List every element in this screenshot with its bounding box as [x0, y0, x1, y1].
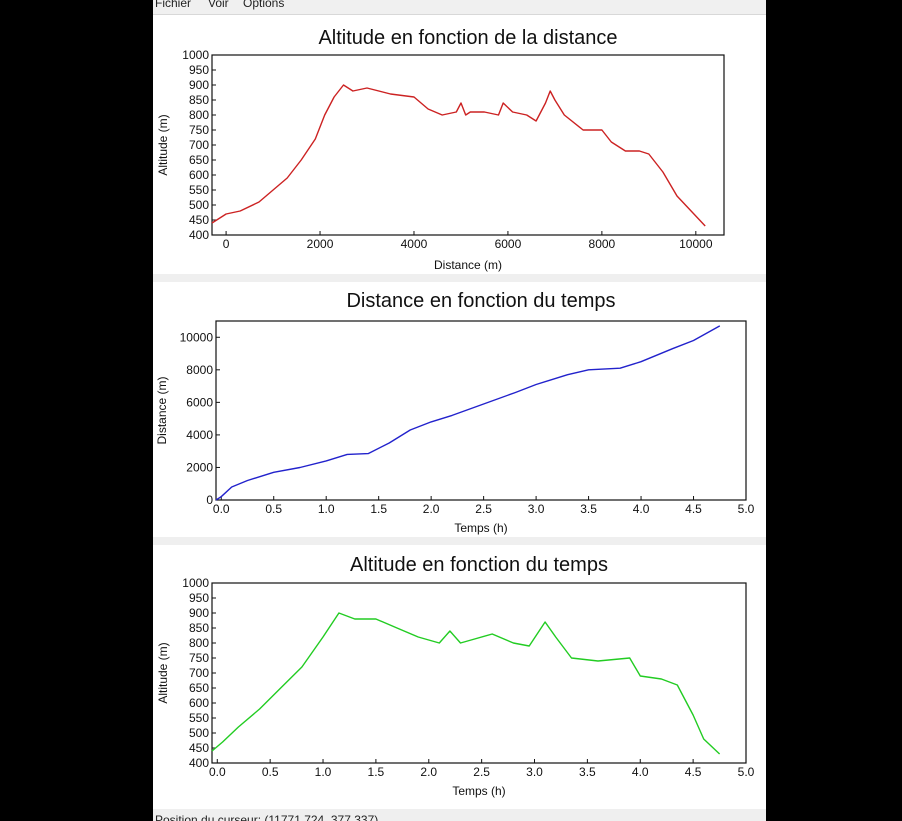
x-tick-label: 3.5 — [579, 765, 596, 779]
x-tick-label: 4.5 — [685, 765, 702, 779]
x-tick-label: 5.0 — [738, 502, 755, 516]
x-tick-label: 4.0 — [633, 502, 650, 516]
x-tick-label: 3.0 — [526, 765, 543, 779]
chart-title: Altitude en fonction du temps — [350, 554, 608, 576]
x-tick-label: 3.5 — [580, 502, 597, 516]
y-tick-label: 900 — [189, 78, 209, 92]
plot-area — [215, 320, 747, 501]
chart-altitude-time: Altitude en fonction du temps 0.0 0.5 1.0 1.… — [156, 554, 755, 798]
y-tick-label: 900 — [189, 606, 209, 620]
y-tick-label: 1000 — [182, 48, 209, 62]
y-tick-label: 4000 — [186, 428, 213, 442]
y-tick-label: 500 — [189, 726, 209, 740]
y-tick-label: 950 — [189, 63, 209, 77]
series-line — [211, 84, 706, 227]
status-bar: Position du curseur: (11771.724, 377.337… — [153, 809, 766, 821]
menu-options[interactable]: Options — [243, 0, 285, 10]
y-tick-label: 950 — [189, 591, 209, 605]
x-tick-label: 0 — [223, 237, 230, 251]
panel-separator — [153, 537, 766, 545]
y-tick-label: 850 — [189, 621, 209, 635]
x-tick-label: 2.0 — [420, 765, 437, 779]
y-tick-label: 800 — [189, 636, 209, 650]
x-tick-label: 2.5 — [475, 502, 492, 516]
chart-altitude-distance: Altitude en fonction de la distance 0 2000… — [156, 27, 725, 272]
y-tick-label: 700 — [189, 138, 209, 152]
menu-voir[interactable]: Voir — [208, 0, 229, 10]
x-tick-label: 2000 — [307, 237, 334, 251]
series-line — [215, 325, 721, 501]
x-tick-label: 5.0 — [738, 765, 755, 779]
x-tick-label: 0.5 — [265, 502, 282, 516]
x-tick-label: 0.0 — [213, 502, 230, 516]
y-tick-label: 450 — [189, 213, 209, 227]
series-line — [211, 612, 721, 755]
y-tick-label: 600 — [189, 696, 209, 710]
plot-window: Fichier Voir Options Altitude en fonctio… — [153, 0, 766, 821]
chart-title: Altitude en fonction de la distance — [318, 27, 617, 49]
chart-panel-altitude-time: Altitude en fonction du temps 0.0 0.5 1.0 1.… — [153, 545, 766, 807]
y-axis-label: Altitude (m) — [156, 642, 170, 703]
y-tick-label: 650 — [189, 681, 209, 695]
plot-area — [211, 54, 725, 236]
y-tick-label: 800 — [189, 108, 209, 122]
x-tick-label: 1.0 — [315, 765, 332, 779]
y-tick-label: 0 — [206, 493, 213, 507]
x-tick-label: 10000 — [679, 237, 713, 251]
x-tick-label: 1.0 — [318, 502, 335, 516]
y-axis-label: Altitude (m) — [156, 114, 170, 175]
x-tick-label: 8000 — [589, 237, 616, 251]
chart-distance-time: Distance en fonction du temps 0.0 0.5 1.0 1.… — [155, 290, 755, 535]
plot-area — [211, 582, 747, 764]
y-tick-label: 500 — [189, 198, 209, 212]
y-tick-label: 550 — [189, 183, 209, 197]
y-tick-label: 600 — [189, 168, 209, 182]
y-tick-label: 400 — [189, 228, 209, 242]
x-tick-label: 2.5 — [473, 765, 490, 779]
x-axis-label: Temps (h) — [452, 784, 505, 798]
menu-fichier[interactable]: Fichier — [155, 0, 192, 10]
y-tick-label: 450 — [189, 741, 209, 755]
y-axis-label: Distance (m) — [155, 376, 169, 444]
x-axis-label: Temps (h) — [454, 521, 507, 535]
x-tick-label: 2.0 — [423, 502, 440, 516]
y-tick-label: 10000 — [180, 330, 214, 344]
x-tick-label: 0.5 — [262, 765, 279, 779]
x-tick-label: 4.0 — [632, 765, 649, 779]
y-tick-label: 550 — [189, 711, 209, 725]
chart-panel-distance-time: Distance en fonction du temps 0.0 0.5 1.0 1.… — [153, 282, 766, 537]
y-tick-label: 750 — [189, 123, 209, 137]
y-tick-label: 400 — [189, 756, 209, 770]
x-tick-label: 6000 — [495, 237, 522, 251]
y-tick-label: 650 — [189, 153, 209, 167]
x-axis-label: Distance (m) — [434, 258, 502, 272]
chart-panel-altitude-distance: Altitude en fonction de la distance 0 2000… — [153, 15, 766, 274]
y-tick-label: 1000 — [182, 576, 209, 590]
chart-title: Distance en fonction du temps — [346, 290, 615, 312]
x-tick-label: 0.0 — [209, 765, 226, 779]
y-tick-label: 8000 — [186, 363, 213, 377]
x-tick-label: 4000 — [401, 237, 428, 251]
menu-bar: Fichier Voir Options — [153, 0, 766, 15]
x-tick-label: 1.5 — [368, 765, 385, 779]
y-tick-label: 750 — [189, 651, 209, 665]
x-tick-label: 1.5 — [370, 502, 387, 516]
panel-separator — [153, 274, 766, 282]
y-tick-label: 850 — [189, 93, 209, 107]
y-tick-label: 2000 — [186, 460, 213, 474]
x-tick-label: 4.5 — [685, 502, 702, 516]
y-tick-label: 6000 — [186, 395, 213, 409]
y-tick-label: 700 — [189, 666, 209, 680]
cursor-position-text: Position du curseur: (11771.724, 377.337… — [155, 813, 379, 821]
x-tick-label: 3.0 — [528, 502, 545, 516]
